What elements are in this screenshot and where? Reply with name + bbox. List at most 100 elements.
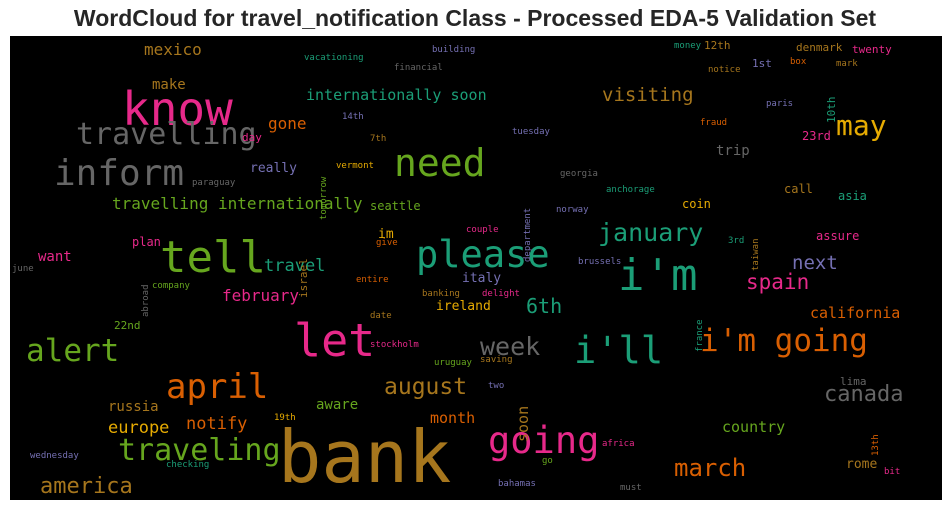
word-bahamas: bahamas bbox=[498, 479, 536, 489]
word-financial: financial bbox=[394, 63, 443, 73]
word-want: want bbox=[38, 249, 72, 265]
word-travel: travel bbox=[264, 256, 326, 276]
word-june: june bbox=[12, 264, 34, 274]
word-i-ll: i'll bbox=[574, 329, 664, 372]
word-gone: gone bbox=[268, 114, 307, 133]
word-france: france bbox=[695, 319, 705, 352]
word-notify: notify bbox=[186, 414, 248, 434]
word-trip: trip bbox=[716, 143, 750, 159]
word-department: department bbox=[523, 207, 533, 262]
word-date: date bbox=[370, 311, 392, 321]
word-know: know bbox=[122, 82, 233, 136]
word-rome: rome bbox=[846, 457, 878, 472]
word-14th: 14th bbox=[342, 112, 364, 122]
word-banking: banking bbox=[422, 289, 460, 299]
word-soon: soon bbox=[514, 405, 532, 442]
word-internationally-soon: internationally soon bbox=[306, 86, 487, 104]
word-7th: 7th bbox=[370, 134, 387, 144]
word-april: april bbox=[166, 367, 269, 407]
word-travelling-internationally: travelling internationally bbox=[112, 194, 363, 213]
word-stockholm: stockholm bbox=[370, 340, 419, 350]
word-3rd: 3rd bbox=[728, 236, 745, 246]
word-africa: africa bbox=[602, 439, 635, 449]
word-vacationing: vacationing bbox=[304, 53, 364, 63]
word-italy: italy bbox=[462, 271, 502, 286]
word-taiwan: taiwan bbox=[751, 238, 761, 271]
word-give: give bbox=[376, 238, 398, 248]
word-tomorrow: tomorrow bbox=[319, 176, 329, 220]
word-inform: inform bbox=[54, 153, 185, 194]
word-january: january bbox=[598, 218, 704, 247]
word-checking: checking bbox=[166, 460, 210, 470]
word-i-m-going: i'm going bbox=[700, 323, 868, 359]
word-must: must bbox=[620, 483, 642, 493]
word-aware: aware bbox=[316, 397, 359, 413]
word-mark: mark bbox=[836, 59, 858, 69]
word-go: go bbox=[542, 456, 553, 466]
word-mexico: mexico bbox=[144, 40, 202, 59]
word-22nd: 22nd bbox=[114, 319, 141, 332]
word-georgia: georgia bbox=[560, 169, 598, 179]
word-paraguay: paraguay bbox=[192, 178, 236, 188]
word-europe: europe bbox=[108, 418, 170, 438]
word-12th: 12th bbox=[704, 39, 731, 52]
word-norway: norway bbox=[556, 205, 589, 215]
word-america: america bbox=[40, 474, 133, 499]
word-entire: entire bbox=[356, 275, 389, 285]
word-really: really bbox=[250, 161, 297, 176]
word-bit: bit bbox=[884, 467, 901, 477]
word-may: may bbox=[836, 109, 887, 142]
word-couple: couple bbox=[466, 225, 499, 235]
word-visiting: visiting bbox=[602, 84, 694, 106]
word-week: week bbox=[480, 332, 541, 361]
word-august: august bbox=[384, 374, 468, 400]
word-canada: canada bbox=[824, 382, 904, 407]
word-saving: saving bbox=[480, 355, 513, 365]
word-brussels: brussels bbox=[578, 257, 622, 267]
word-uruguay: uruguay bbox=[434, 358, 472, 368]
word-fraud: fraud bbox=[700, 118, 728, 128]
word-russia: russia bbox=[108, 399, 159, 415]
word-make: make bbox=[152, 77, 186, 93]
word-asia: asia bbox=[838, 189, 867, 203]
word-13th: 13th bbox=[871, 434, 881, 456]
word-delight: delight bbox=[482, 289, 520, 299]
word-i-m: i'm bbox=[618, 250, 698, 301]
chart-title: WordCloud for travel_notification Class … bbox=[73, 5, 877, 31]
word-tuesday: tuesday bbox=[512, 127, 550, 137]
word-next: next bbox=[792, 252, 838, 274]
word-tell: tell bbox=[160, 232, 266, 283]
word-day: day bbox=[242, 131, 262, 144]
word-traveling: traveling bbox=[118, 433, 281, 468]
word-coin: coin bbox=[682, 197, 711, 211]
word-notice: notice bbox=[708, 65, 741, 75]
word-ireland: ireland bbox=[436, 299, 491, 314]
word-denmark: denmark bbox=[796, 41, 843, 54]
word-february: february bbox=[222, 286, 300, 305]
word-box: box bbox=[790, 57, 807, 67]
word-twenty: twenty bbox=[852, 43, 892, 56]
word-plan: plan bbox=[132, 235, 161, 249]
word-19th: 19th bbox=[274, 413, 296, 423]
word-spain: spain bbox=[746, 270, 810, 294]
word-building: building bbox=[432, 45, 476, 55]
word-6th: 6th bbox=[526, 294, 563, 318]
word-abroad: abroad bbox=[141, 284, 151, 317]
word-vermont: vermont bbox=[336, 161, 374, 171]
word-let: let bbox=[294, 314, 376, 367]
word-travelling: travelling bbox=[76, 117, 257, 152]
word-two: two bbox=[488, 381, 505, 391]
word-country: country bbox=[722, 418, 786, 436]
word-call: call bbox=[784, 182, 813, 196]
word-bank: bank bbox=[278, 415, 452, 499]
word-money: money bbox=[674, 41, 702, 51]
word-california: california bbox=[810, 304, 901, 322]
word-alert: alert bbox=[26, 333, 120, 369]
word-anchorage: anchorage bbox=[606, 185, 655, 195]
wordcloud-canvas: bank know let please tell i'm inform need travel… bbox=[10, 36, 942, 500]
word-assure: assure bbox=[816, 229, 860, 243]
word-company: company bbox=[152, 281, 190, 291]
word-please: please bbox=[416, 233, 550, 276]
word-wednesday: wednesday bbox=[30, 451, 79, 461]
word-going: going bbox=[488, 419, 600, 462]
